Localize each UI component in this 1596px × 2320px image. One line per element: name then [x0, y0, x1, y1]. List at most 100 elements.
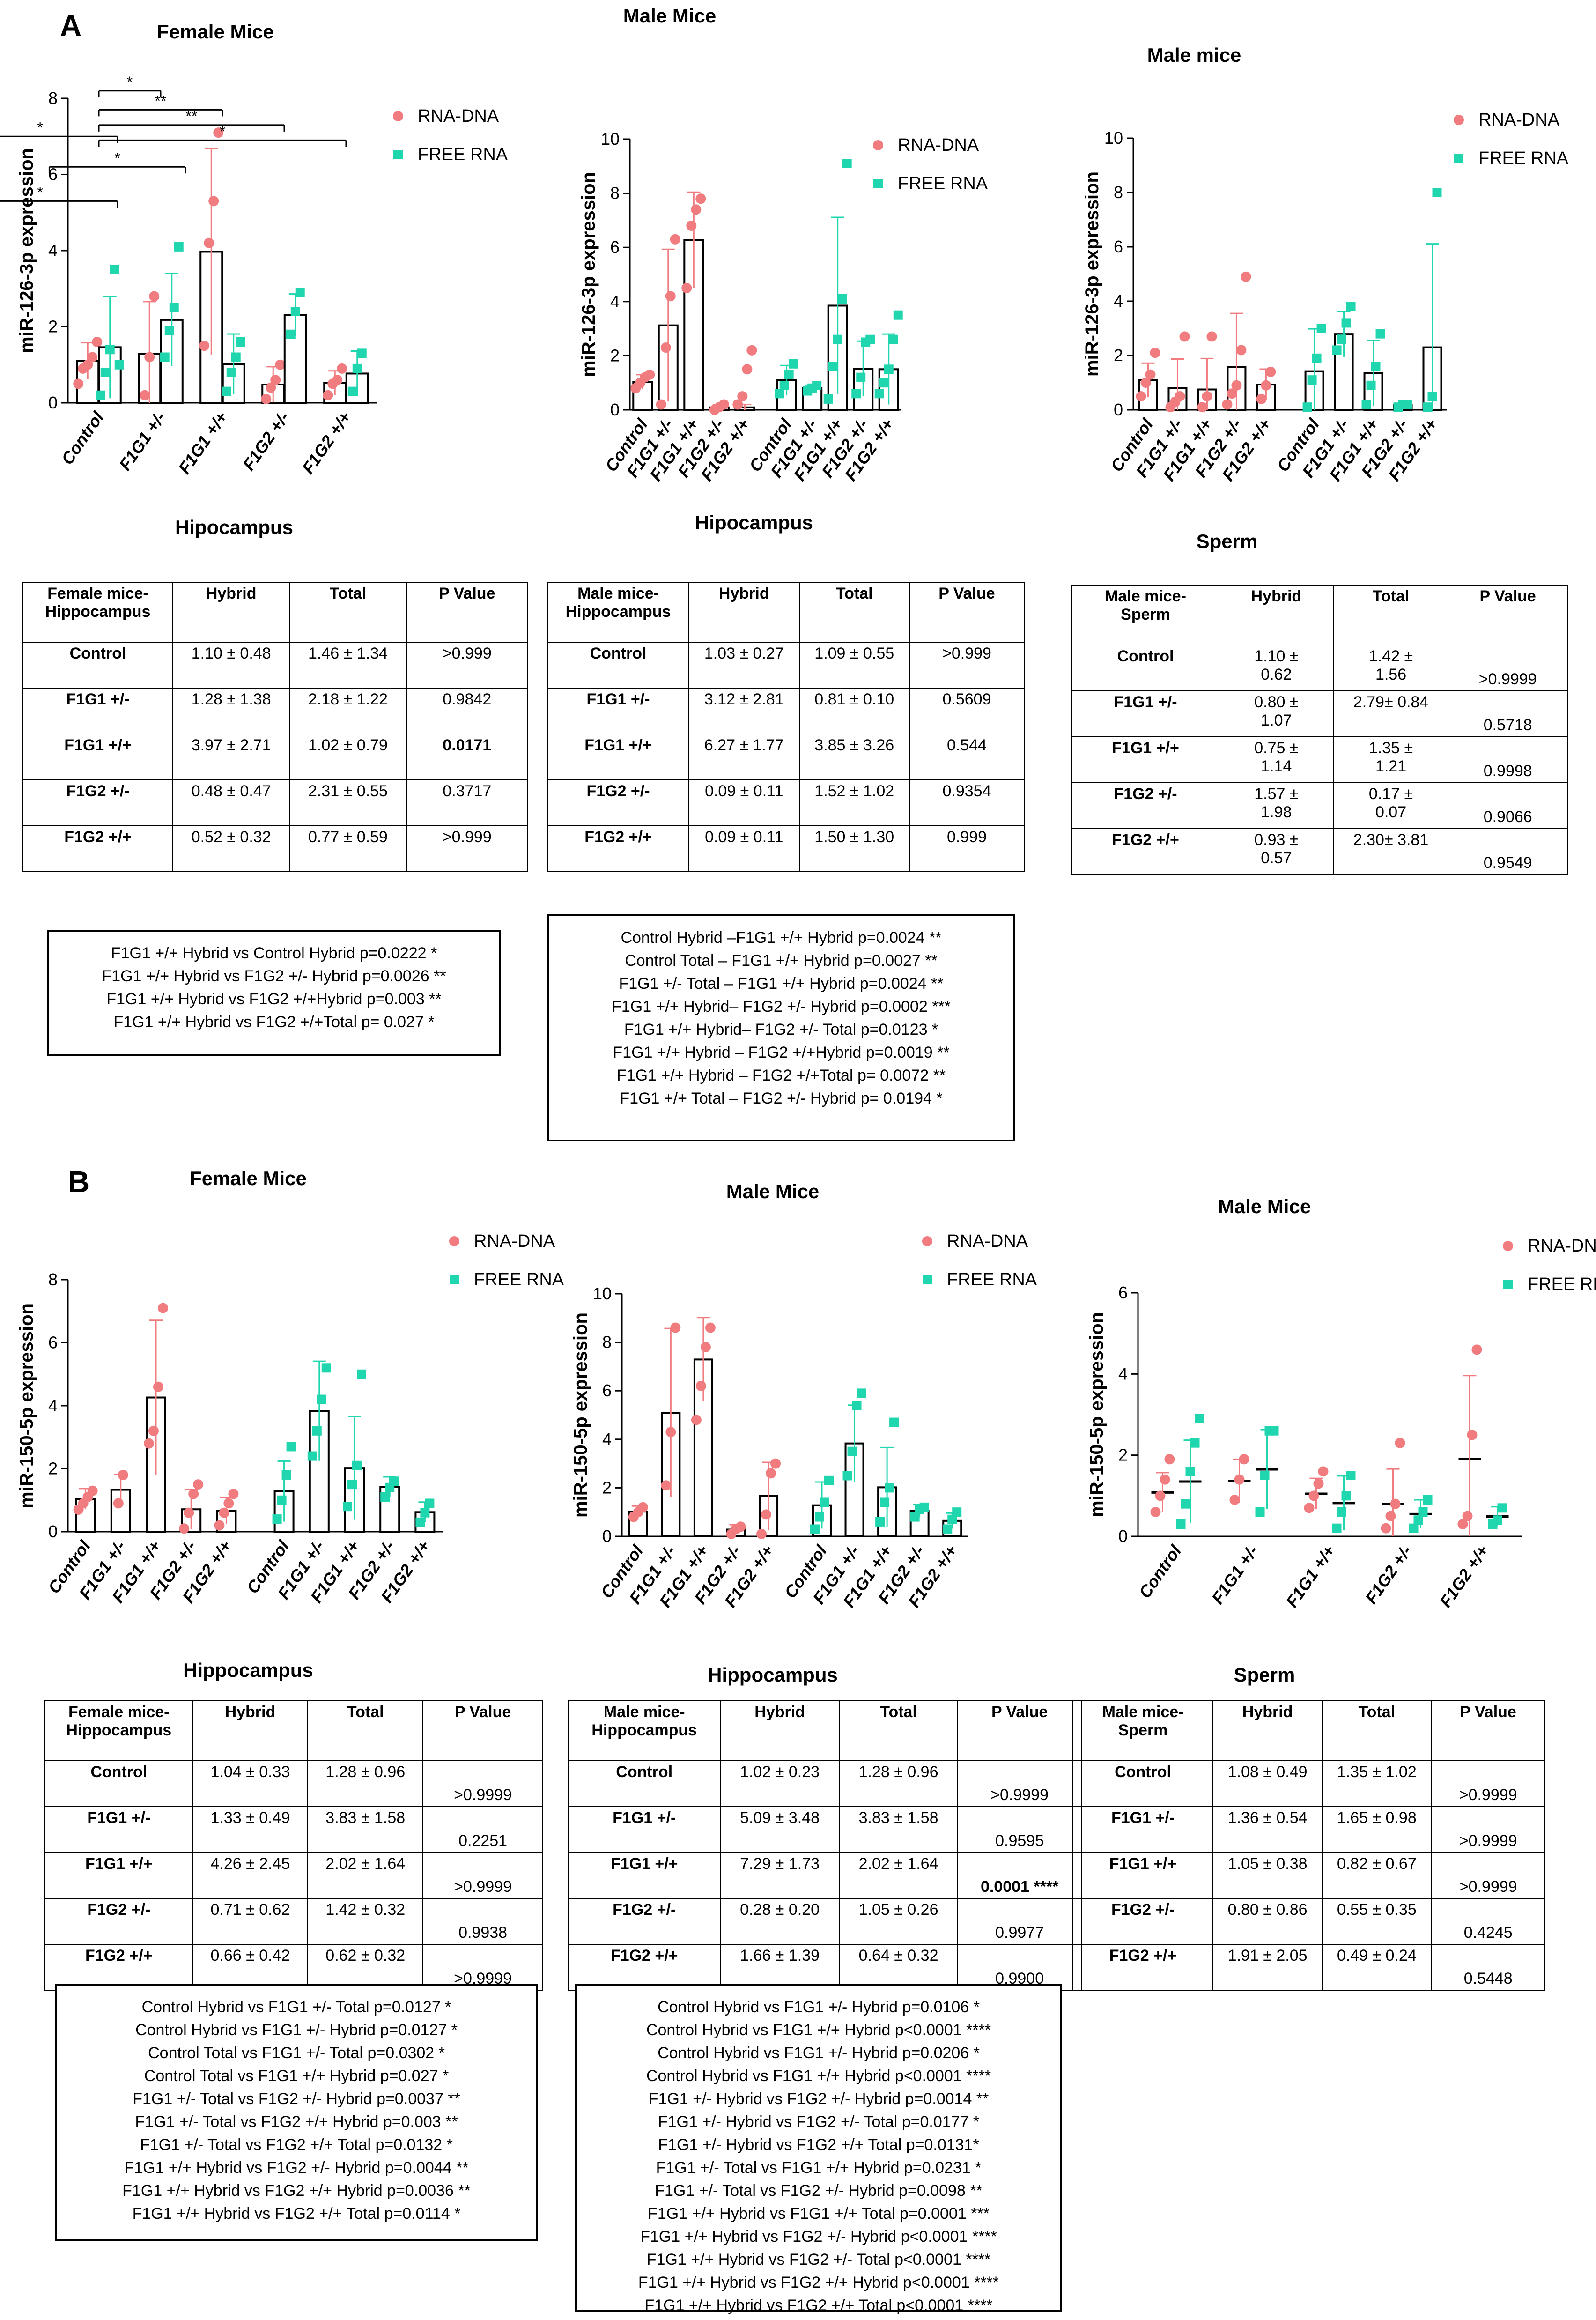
point-free-rna-f1g2: [425, 1498, 435, 1508]
comparison-line: F1G1 +/+ Hybrid – F1G2 +/+Total p= 0.007…: [616, 1067, 946, 1084]
y-tick-label: 0: [1118, 1527, 1128, 1546]
value-cell: 0.17 ±0.07: [1333, 782, 1449, 829]
point-free-rna-f1g2: [1423, 402, 1433, 412]
x-axis-label: Hipocampus: [175, 516, 293, 538]
table-header-cell: P Value: [422, 1700, 543, 1761]
point-rna-dna-f1g2: [756, 1528, 767, 1539]
table-header-cell: Hybrid: [192, 1700, 309, 1761]
row-label: F1G2 +/-: [1071, 782, 1220, 829]
point-rna-dna-f1g2: [214, 1520, 225, 1531]
y-axis-label: miR-150-5p expression: [570, 1312, 591, 1518]
point-rna-dna-f1g2: [1241, 271, 1251, 282]
value-cell: 1.28 ± 1.38: [172, 688, 290, 734]
point-free-rna-f1g1: [812, 380, 822, 390]
value-cell: 7.29 ± 1.73: [720, 1852, 840, 1899]
point-free-rna-f1g2: [943, 1524, 953, 1534]
p-value-cell: 0.9842: [406, 688, 529, 734]
table-header-cell: P Value: [1448, 585, 1568, 645]
p-value-cell: >0.9999: [422, 1852, 543, 1899]
y-tick-label: 0: [48, 1522, 58, 1541]
value-cell: 1.52 ± 1.02: [798, 779, 910, 826]
row-label: Control: [1072, 1760, 1214, 1807]
point-rna-dna-f1g1: [1206, 331, 1217, 342]
comparison-box-b-male: Control Hybrid vs F1G1 +/- Hybrid p=0.01…: [575, 1984, 1062, 2314]
point-free-rna-f1g2: [1423, 1495, 1433, 1505]
chart-title: Male Mice: [1218, 1195, 1311, 1217]
y-tick-label: 2: [48, 317, 58, 336]
row-label: F1G2 +/+: [547, 825, 690, 872]
point-free-rna-f1g1: [1346, 302, 1356, 311]
point-rna-dna-control: [1150, 1507, 1161, 1517]
value-cell: 0.71 ± 0.62: [192, 1898, 309, 1945]
point-free-rna-control: [105, 345, 115, 355]
p-value-cell: 0.9595: [957, 1806, 1082, 1853]
chart-b3-male-sperm-mir150: 0 2 4 6 miR-150-5p expression Male Mice Sperm C…: [1086, 1195, 1596, 1686]
comparison-box-a-female: F1G1 +/+ Hybrid vs Control Hybrid p=0.02…: [47, 930, 501, 1056]
value-cell: 2.79± 0.84: [1333, 690, 1449, 737]
point-free-rna-f1g1: [885, 1483, 894, 1493]
point-rna-dna-f1g2: [737, 391, 748, 402]
value-cell: 1.42 ±1.56: [1333, 645, 1449, 691]
point-free-rna-f1g1: [169, 303, 179, 312]
comparison-line: F1G1 +/+ Total – F1G2 +/- Hybrid p= 0.01…: [620, 1090, 943, 1107]
category-label: F1G1 +/+: [175, 408, 231, 477]
value-cell: 0.75 ±1.14: [1219, 736, 1334, 783]
point-rna-dna-f1g1: [1179, 331, 1190, 342]
p-value-cell: 0.9354: [909, 779, 1025, 826]
y-tick-label: 0: [610, 400, 620, 419]
point-free-rna-f1g2: [286, 329, 296, 339]
y-tick-label: 4: [610, 292, 620, 311]
point-rna-dna-f1g1: [1308, 1490, 1319, 1501]
value-cell: 1.65 ± 0.98: [1322, 1806, 1432, 1853]
legend-label-rna-dna: RNA-DNA: [898, 135, 979, 155]
table-header-row: Male mice- Sperm Hybrid Total P Value: [1072, 1700, 1545, 1761]
table-row: F1G1 +/+ 1.05 ± 0.38 0.82 ± 0.67 >0.9999: [1072, 1852, 1545, 1899]
value-cell: 1.46 ± 1.34: [289, 642, 407, 689]
table-header-cell: Female mice- Hippocampus: [44, 1700, 193, 1761]
value-cell: 1.08 ± 0.49: [1212, 1760, 1323, 1807]
point-rna-dna-f1g1: [1313, 1478, 1324, 1489]
table-header-cell: Total: [1322, 1700, 1432, 1761]
row-label: F1G2 +/-: [1072, 1898, 1214, 1945]
value-cell: 1.50 ± 1.30: [798, 825, 910, 872]
table-header-cell: P Value: [957, 1700, 1082, 1761]
row-label: F1G2 +/-: [567, 1898, 721, 1945]
legend-label-free-rna: FREE RNA: [947, 1270, 1037, 1290]
p-value-cell: >0.9999: [1431, 1806, 1545, 1853]
point-free-rna-f1g1: [357, 1369, 366, 1379]
point-rna-dna-f1g1: [1234, 1474, 1245, 1485]
comparison-line: F1G1 +/- Hybrid vs F1G2 +/- Total p=0.01…: [658, 2113, 980, 2131]
y-tick-label: 8: [1114, 183, 1123, 202]
point-rna-dna-control: [637, 1502, 648, 1512]
value-cell: 2.30± 3.81: [1333, 828, 1449, 875]
point-rna-dna-control: [644, 369, 655, 380]
sig-label: *: [127, 74, 133, 90]
table-row: F1G2 +/- 0.48 ± 0.47 2.31 ± 0.55 0.3717: [22, 779, 529, 826]
comparison-line: F1G1 +/+ Hybrid vs F1G2 +/- Total p<0.00…: [646, 2251, 991, 2268]
legend-marker-free-rna: [1503, 1280, 1513, 1289]
p-value-cell: 0.2251: [422, 1806, 543, 1853]
point-rna-dna-f1g1: [665, 291, 676, 302]
y-tick-label: 6: [1118, 1283, 1128, 1302]
value-cell: 2.31 ± 0.55: [289, 779, 407, 826]
table-header-row: Female mice- Hippocampus Hybrid Total P Valu…: [44, 1700, 543, 1761]
value-cell: 1.04 ± 0.33: [192, 1760, 309, 1807]
point-rna-dna-f1g2: [332, 375, 343, 385]
point-rna-dna-f1g1: [1229, 1495, 1240, 1505]
point-free-rna-f1g1: [823, 394, 833, 404]
point-free-rna-f1g1: [1269, 1426, 1279, 1436]
comparison-line: Control Hybrid vs F1G1 +/- Hybrid p=0.02…: [658, 2044, 980, 2062]
row-label: F1G2 +/+: [22, 825, 174, 872]
point-rna-dna-control: [1140, 378, 1151, 388]
comparison-line: F1G1 +/- Hybrid vs F1G2 +/- Hybrid p=0.0…: [648, 2090, 989, 2108]
point-rna-dna-control: [1164, 1454, 1175, 1465]
point-free-rna-f1g1: [842, 159, 852, 169]
point-free-rna-f1g1: [164, 326, 174, 335]
chart-a1-female-hippocampus-mir126: 0 2 4 6 8 miR-126-3p expression Female Mice Hip…: [0, 21, 508, 538]
point-free-rna-control: [1195, 1414, 1204, 1423]
point-free-rna-control: [784, 370, 794, 379]
comparison-line: F1G1 +/- Total vs F1G2 +/+ Total p=0.013…: [140, 2136, 453, 2154]
point-free-rna-f1g2: [1493, 1515, 1502, 1525]
point-rna-dna-f1g1: [204, 237, 214, 248]
